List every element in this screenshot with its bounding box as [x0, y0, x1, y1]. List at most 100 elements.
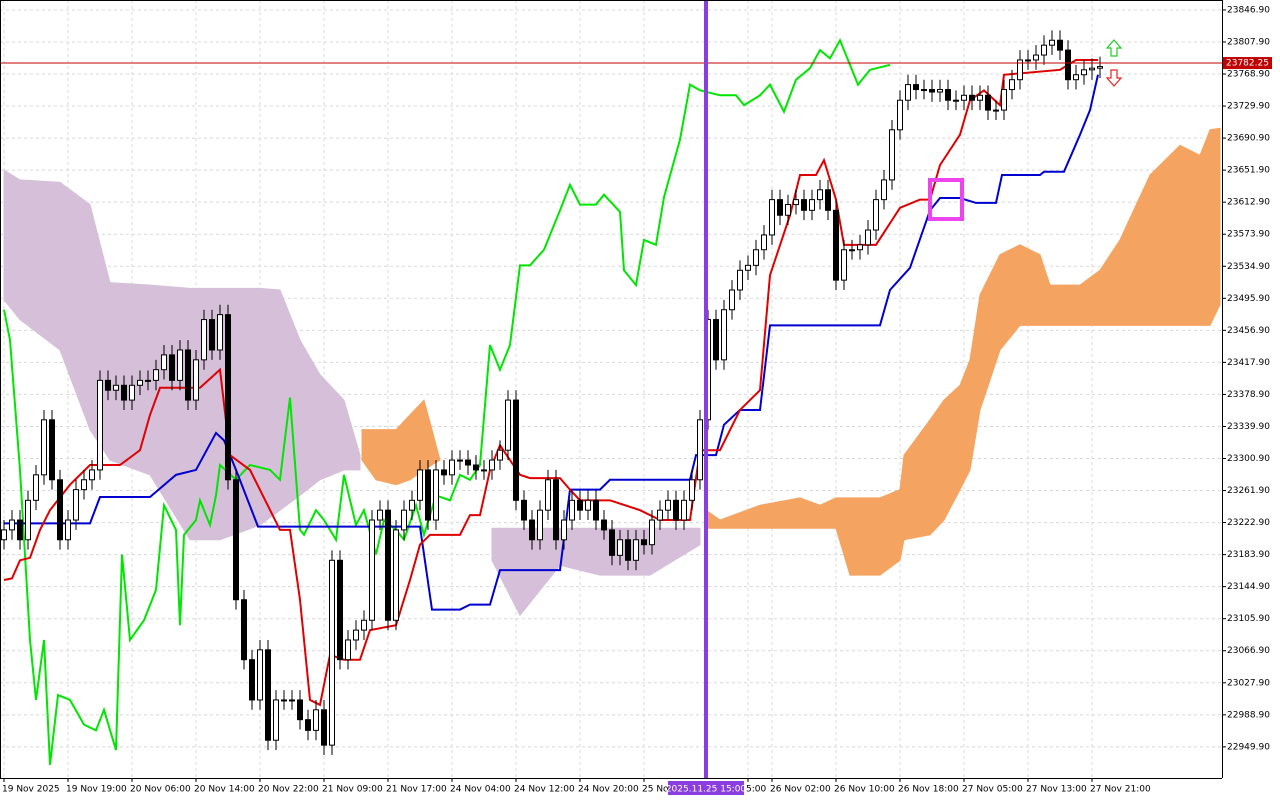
candle-body: [33, 474, 39, 501]
candle-body: [681, 499, 687, 521]
candle-body: [441, 469, 447, 476]
y-tick-label: 23378.90: [1227, 390, 1270, 400]
candle-body: [529, 519, 535, 541]
candle-body: [305, 719, 311, 731]
x-tick-label: 21 Nov 09:00: [322, 785, 383, 795]
candle-body: [329, 559, 335, 746]
candle-body: [265, 649, 271, 741]
candle-body: [673, 499, 679, 521]
candle-body: [961, 94, 967, 101]
candle-body: [137, 379, 143, 386]
candle-body: [465, 459, 471, 466]
candle-body: [177, 349, 183, 381]
y-tick-label: 23222.90: [1227, 518, 1270, 528]
candle-body: [977, 94, 983, 101]
y-tick-label: 23183.90: [1227, 550, 1270, 560]
last-price-label: 23782.25: [1226, 59, 1269, 69]
candle-body: [753, 249, 759, 266]
candle-body: [745, 264, 751, 271]
candle-body: [737, 269, 743, 291]
candle-body: [761, 234, 767, 251]
y-tick-label: 23417.90: [1227, 358, 1270, 368]
x-tick-label: 20 Nov 14:00: [194, 785, 255, 795]
cloud: [705, 127, 1221, 576]
candle-body: [593, 499, 599, 521]
candle-body: [65, 519, 71, 541]
x-tick-label: 24 Nov 04:00: [450, 785, 511, 795]
x-tick-label: 5:00: [746, 785, 766, 795]
candle-body: [337, 559, 343, 661]
candle-body: [273, 699, 279, 741]
candle-body: [193, 359, 199, 401]
candle-body: [89, 469, 95, 481]
x-tick-label: 24 Nov 20:00: [578, 785, 639, 795]
candle-body: [561, 519, 567, 541]
candle-layer: [1, 30, 1103, 755]
candle-body: [633, 539, 639, 561]
candle-body: [689, 479, 695, 501]
candle-body: [577, 499, 583, 511]
candle-body: [889, 129, 895, 181]
candle-body: [41, 419, 47, 476]
candle-body: [257, 649, 263, 701]
x-tick-label: 27 Nov 13:00: [1026, 785, 1087, 795]
candle-body: [625, 539, 631, 561]
candle-body: [233, 479, 239, 601]
x-tick-label: 25 No: [642, 785, 669, 795]
candle-body: [153, 369, 159, 381]
candle-body: [657, 509, 663, 521]
y-tick-label: 23066.90: [1227, 646, 1270, 656]
candle-body: [281, 699, 287, 702]
candle-body: [49, 419, 55, 481]
candle-body: [1001, 89, 1007, 111]
candle-body: [473, 464, 479, 471]
candle-body: [849, 249, 855, 252]
x-tick-label: 21 Nov 17:00: [386, 785, 447, 795]
candle-body: [289, 699, 295, 702]
candle-body: [825, 189, 831, 211]
candle-body: [313, 709, 319, 731]
candle-body: [545, 479, 551, 511]
candle-body: [945, 89, 951, 101]
x-tick-label: 27 Nov 05:00: [962, 785, 1023, 795]
candle-body: [185, 349, 191, 401]
candle-body: [617, 539, 623, 556]
y-tick-label: 23846.90: [1227, 5, 1270, 15]
overlay-layer: [0, 0, 1222, 778]
candle-body: [369, 519, 375, 621]
candle-body: [897, 99, 903, 131]
candle-body: [721, 309, 727, 361]
candle-body: [17, 519, 23, 541]
candle-body: [201, 319, 207, 361]
y-tick-label: 23495.90: [1227, 294, 1270, 304]
candle-body: [57, 479, 63, 541]
candle-body: [649, 519, 655, 546]
candle-body: [113, 384, 119, 391]
x-tick-label: 24 Nov 12:00: [514, 785, 575, 795]
candle-body: [73, 489, 79, 521]
x-tick-label: 19 Nov 19:00: [66, 785, 127, 795]
y-tick-label: 23300.90: [1227, 454, 1270, 464]
y-tick-label: 23534.90: [1227, 262, 1270, 272]
candle-body: [921, 89, 927, 92]
y-tick-label: 23612.90: [1227, 198, 1270, 208]
candle-body: [1057, 39, 1063, 51]
candle-body: [225, 314, 231, 481]
candle-body: [489, 459, 495, 471]
y-tick-label: 23261.90: [1227, 486, 1270, 496]
candle-body: [553, 479, 559, 541]
x-tick-label: 19 Nov 2025: [2, 785, 60, 795]
candle-body: [585, 499, 591, 511]
y-tick-label: 23768.90: [1227, 70, 1270, 80]
candle-body: [769, 199, 775, 236]
candle-body: [817, 189, 823, 201]
x-tick-label: 20 Nov 06:00: [130, 785, 191, 795]
y-tick-label: 22949.90: [1227, 742, 1270, 752]
y-tick-label: 23573.90: [1227, 230, 1270, 240]
candle-body: [969, 94, 975, 101]
candle-body: [433, 469, 439, 521]
candle-body: [1, 529, 7, 541]
candle-body: [833, 209, 839, 281]
candle-body: [425, 469, 431, 521]
